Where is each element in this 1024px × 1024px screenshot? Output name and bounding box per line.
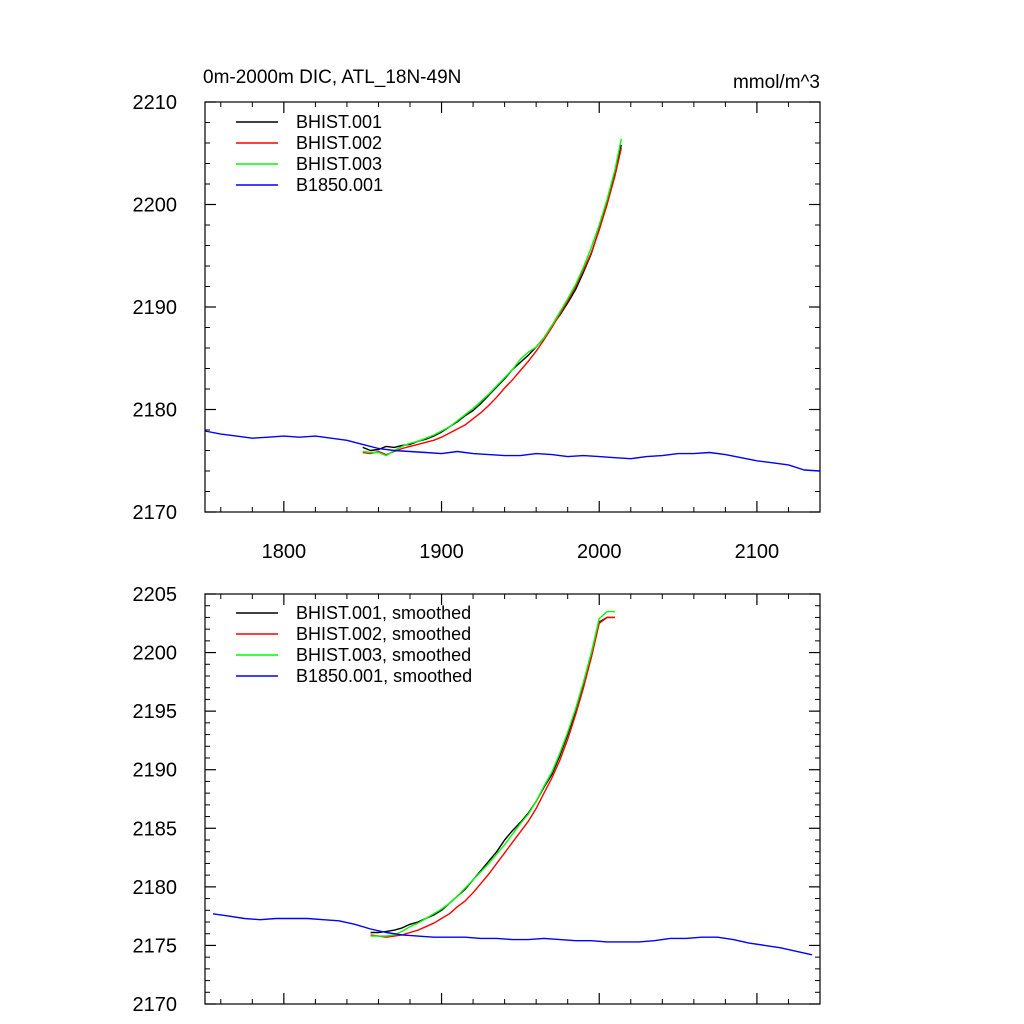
x-tick-label: 2000 (577, 541, 622, 563)
y-tick-labels: 2170 2175 2180 2185 2190 2195 2200 2205 (133, 584, 178, 1016)
series-line-bhist-003 (362, 138, 622, 457)
legend-label: BHIST.003, smoothed (296, 645, 471, 665)
units-label: mmol/m^3 (733, 72, 820, 93)
series-line-bhist-001-smoothed (370, 616, 615, 934)
legend-label: BHIST.003 (296, 154, 382, 174)
y-tick-label: 2200 (133, 643, 178, 665)
y-tick-label: 2180 (133, 400, 178, 422)
plot-frame (204, 593, 821, 1005)
y-tick-label: 2170 (133, 994, 178, 1016)
legend-label: BHIST.002 (296, 133, 382, 153)
legend-label: B1850.001 (296, 175, 383, 195)
legend-label: B1850.001, smoothed (296, 666, 472, 686)
minor-ticks (205, 102, 821, 512)
y-tick-label: 2180 (133, 877, 178, 899)
y-tick-labels: 2170 2180 2190 2200 2210 (133, 92, 178, 524)
y-tick-label: 2190 (133, 760, 178, 782)
y-tick-label: 2190 (133, 297, 178, 319)
y-tick-label: 2205 (133, 584, 178, 606)
legend-label: BHIST.001, smoothed (296, 603, 471, 623)
y-tick-label: 2185 (133, 818, 178, 840)
series-line-bhist-002-smoothed (370, 616, 615, 938)
series-lines (212, 610, 813, 956)
series-line-bhist-002 (362, 147, 622, 456)
series-line-b1850-001-smoothed (212, 913, 813, 956)
y-tick-label: 2210 (133, 92, 178, 114)
x-tick-label: 1800 (262, 541, 307, 563)
series-line-b1850-001 (204, 430, 821, 472)
x-tick-label: 1900 (419, 541, 464, 563)
y-tick-label: 2200 (133, 195, 178, 217)
series-line-bhist-001 (362, 144, 622, 452)
chart-title: 0m-2000m DIC, ATL_18N-49N (203, 67, 461, 88)
series-lines (204, 138, 821, 472)
y-tick-label: 2175 (133, 935, 178, 957)
x-tick-labels: 1800 1900 2000 2100 (262, 541, 780, 563)
y-tick-label: 2195 (133, 701, 178, 723)
plot-frame (204, 101, 821, 513)
panel-smoothed: 2170 2175 2180 2185 2190 2195 2200 2205 BHIST.0… (133, 584, 821, 1016)
y-tick-label: 2170 (133, 502, 178, 524)
legend-label: BHIST.002, smoothed (296, 624, 471, 644)
panel-raw: 0m-2000m DIC, ATL_18N-49N mmol/m^3 21702… (133, 67, 821, 563)
x-tick-label: 2100 (735, 541, 780, 563)
legend-label: BHIST.001 (296, 112, 382, 132)
series-line-bhist-003-smoothed (370, 610, 615, 937)
